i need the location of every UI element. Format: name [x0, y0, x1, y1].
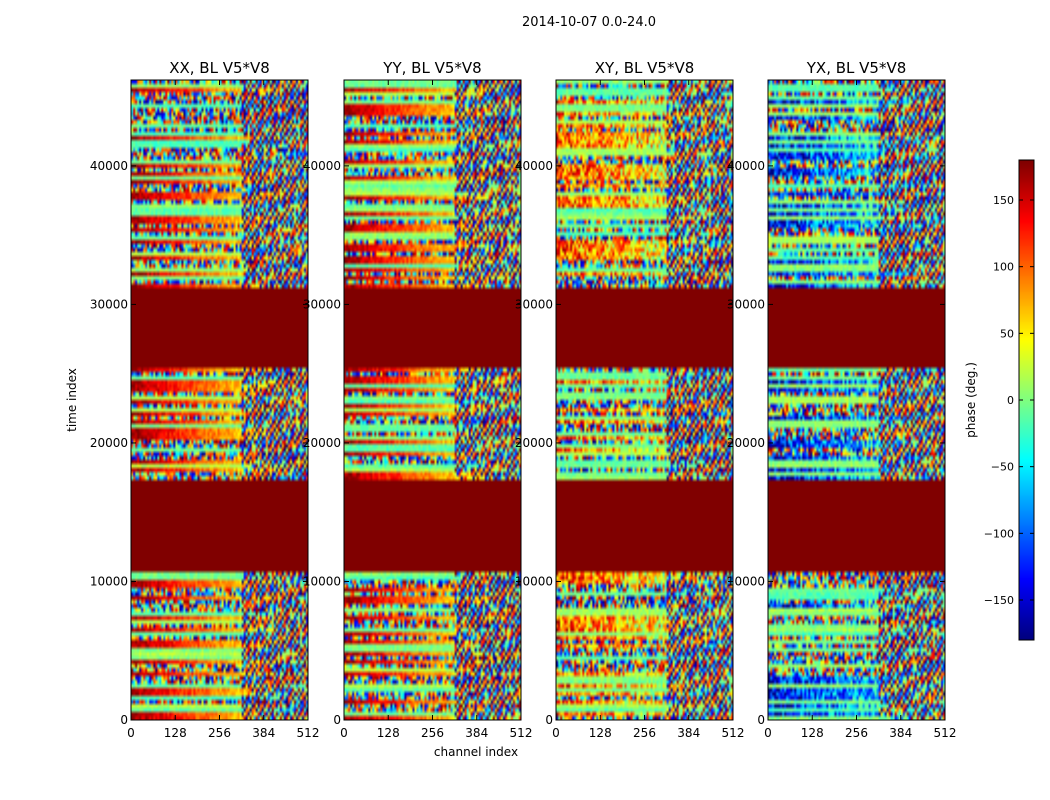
y-tick-label: 30000: [90, 297, 128, 311]
x-tick-label: 512: [297, 726, 320, 740]
y-tick-label: 0: [757, 713, 765, 727]
x-tick-label: 256: [421, 726, 444, 740]
x-tick-label: 0: [340, 726, 348, 740]
panel-3: XY, BL V5*V8 0 128 256 384 512 0 10000 20000 3000…: [515, 59, 745, 740]
x-tick-label: 384: [465, 726, 488, 740]
x-tick-label: 0: [552, 726, 560, 740]
colorbar-tick-label: −150: [984, 594, 1014, 607]
x-tick-label: 512: [934, 726, 957, 740]
colorbar: 150 100 50 0 −50 −100 −150: [984, 159, 1035, 641]
panel-2: YY, BL V5*V8 0 128 256 384 512 0 10000 20000 3000…: [303, 59, 533, 740]
panels: XX, BL V5*V8 0 128 256 384 512 0 10000 20000 3000…: [90, 59, 957, 740]
colorbar-tick-label: 150: [993, 194, 1014, 207]
y-axis-label: time index: [65, 368, 79, 432]
y-tick-label: 10000: [90, 574, 128, 588]
colorbar-gradient: [1019, 160, 1034, 640]
colorbar-label: phase (deg.): [964, 362, 978, 438]
figure-title: 2014-10-07 0.0-24.0: [522, 15, 656, 30]
y-tick-label: 10000: [303, 574, 341, 588]
heatmap-image: [131, 80, 308, 720]
x-tick-label: 384: [889, 726, 912, 740]
y-tick-label: 40000: [303, 159, 341, 173]
y-tick-label: 10000: [515, 574, 553, 588]
y-tick-label: 0: [545, 713, 553, 727]
y-tick-label: 20000: [727, 436, 765, 450]
y-tick-label: 30000: [303, 297, 341, 311]
x-tick-label: 384: [677, 726, 700, 740]
panel-4: YX, BL V5*V8 0 128 256 384 512 0 10000 20000 3000…: [727, 59, 957, 740]
y-tick-label: 30000: [515, 297, 553, 311]
y-tick-label: 0: [333, 713, 341, 727]
x-tick-label: 128: [377, 726, 400, 740]
y-tick-label: 40000: [515, 159, 553, 173]
colorbar-tick-label: 50: [1000, 327, 1014, 340]
y-tick-label: 30000: [727, 297, 765, 311]
x-tick-label: 128: [164, 726, 187, 740]
colorbar-tick-label: −50: [991, 461, 1014, 474]
x-tick-label: 0: [127, 726, 135, 740]
x-tick-label: 128: [801, 726, 824, 740]
x-axis-label: channel index: [434, 745, 518, 759]
y-tick-label: 20000: [90, 436, 128, 450]
y-tick-label: 40000: [90, 159, 128, 173]
x-tick-label: 128: [589, 726, 612, 740]
x-tick-label: 0: [764, 726, 772, 740]
colorbar-tick-label: −100: [984, 527, 1014, 540]
x-tick-label: 256: [845, 726, 868, 740]
x-tick-label: 512: [510, 726, 533, 740]
y-tick-label: 20000: [303, 436, 341, 450]
panel-1: XX, BL V5*V8 0 128 256 384 512 0 10000 20000 3000…: [90, 59, 320, 740]
panel-title: YY, BL V5*V8: [382, 59, 481, 77]
colorbar-tick-label: 100: [993, 261, 1014, 274]
x-tick-label: 256: [208, 726, 231, 740]
heatmap-image: [768, 80, 945, 720]
colorbar-tick-label: 0: [1007, 394, 1014, 407]
x-tick-label: 256: [633, 726, 656, 740]
y-tick-label: 20000: [515, 436, 553, 450]
x-tick-label: 512: [722, 726, 745, 740]
heatmap-image: [344, 80, 521, 720]
heatmap-image: [556, 80, 733, 720]
x-tick-label: 384: [252, 726, 275, 740]
y-tick-label: 40000: [727, 159, 765, 173]
panel-title: YX, BL V5*V8: [806, 59, 907, 77]
panel-title: XX, BL V5*V8: [169, 59, 270, 77]
y-tick-label: 0: [120, 713, 128, 727]
panel-title: XY, BL V5*V8: [595, 59, 695, 77]
y-tick-label: 10000: [727, 574, 765, 588]
